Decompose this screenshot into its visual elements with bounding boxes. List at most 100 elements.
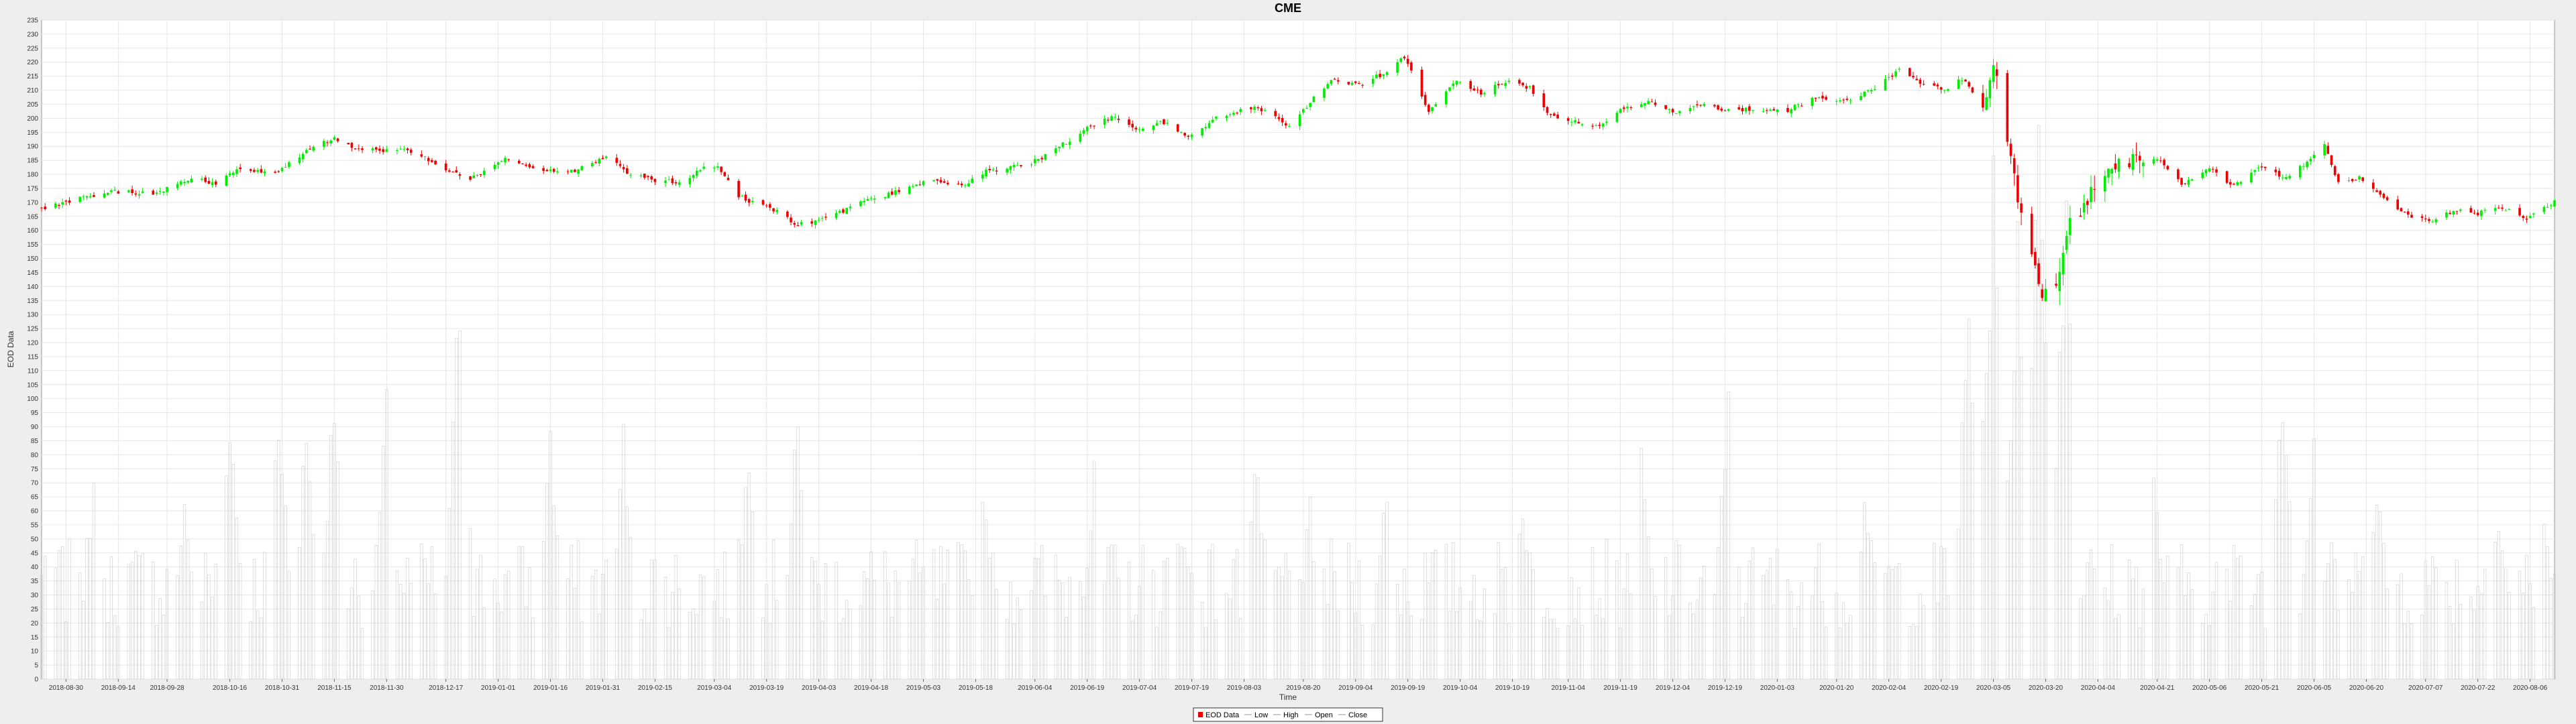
candle-body <box>912 186 914 187</box>
volume-bar <box>552 505 555 680</box>
volume-bar <box>863 571 866 680</box>
volume-bar <box>517 546 521 680</box>
candle-body <box>835 213 838 219</box>
candle-body <box>863 200 865 202</box>
candle-body <box>629 175 632 176</box>
candle-body <box>643 173 646 178</box>
volume-bar <box>1309 496 1312 680</box>
volume-bar <box>1106 546 1110 680</box>
candle-body <box>1428 105 1430 112</box>
volume-bar <box>2396 584 2400 680</box>
y-tick-label: 155 <box>27 241 38 249</box>
candle-body <box>2065 236 2068 250</box>
volume-bar <box>162 615 165 680</box>
volume-bar <box>260 617 263 680</box>
volume-bar <box>85 538 89 680</box>
candle-body <box>448 170 451 172</box>
candle-body <box>1354 81 1357 83</box>
plot-area <box>41 19 2555 680</box>
x-tick-label: 2020-04-21 <box>2140 684 2175 692</box>
volume-bar <box>1500 569 1504 680</box>
volume-bar <box>2162 583 2166 680</box>
candle-body <box>1939 87 1943 90</box>
candle-body <box>2204 170 2208 174</box>
candle-body <box>2030 213 2033 255</box>
volume-bar <box>2204 613 2208 680</box>
candle-body <box>1982 93 1984 108</box>
candle-body <box>1912 76 1915 78</box>
volume-bar <box>995 589 998 680</box>
legend-item-close: Close <box>1348 711 1367 719</box>
volume-bar <box>503 574 507 680</box>
candle-body <box>2225 171 2229 183</box>
volume-bar <box>796 426 800 680</box>
volume-bar <box>1298 579 1301 680</box>
candle-body <box>2285 177 2288 179</box>
candle-body <box>214 181 217 185</box>
volume-bar <box>2288 501 2292 680</box>
volume-bar <box>2400 573 2403 680</box>
volume-bar <box>1312 561 1316 680</box>
volume-bar <box>287 570 291 680</box>
volume-bar <box>1006 619 1009 680</box>
candle-body <box>396 150 398 152</box>
candle-body <box>1605 121 1608 123</box>
candle-body <box>1518 80 1521 84</box>
candle-body <box>1650 101 1654 103</box>
volume-bar <box>1911 623 1915 680</box>
volume-bar <box>914 540 918 680</box>
y-tick-label: 70 <box>31 480 39 487</box>
volume-bar <box>1549 619 1552 680</box>
volume-bar <box>1208 549 1211 680</box>
volume-bar <box>2277 440 2281 680</box>
candle-body <box>580 166 584 171</box>
candle-body <box>1012 165 1016 168</box>
candle-body <box>2379 190 2382 195</box>
y-tick-label: 135 <box>27 298 38 305</box>
x-tick-label: 2019-01-01 <box>481 684 516 692</box>
candle-body <box>2006 73 2009 142</box>
volume-bar <box>1692 613 1695 680</box>
volume-bar <box>1716 546 1720 680</box>
volume-bar <box>1239 618 1242 680</box>
candle-body <box>78 196 81 202</box>
volume-bar <box>2054 468 2058 680</box>
candle-body <box>1894 71 1897 77</box>
candle-body <box>1009 166 1012 170</box>
volume-bar <box>427 583 430 680</box>
candle-body <box>2017 175 2019 202</box>
volume-bar <box>2019 356 2023 680</box>
volume-bar <box>859 605 863 680</box>
x-tick-label: 2020-02-04 <box>1872 684 1907 692</box>
volume-bar <box>991 552 995 680</box>
candle-body <box>190 178 193 183</box>
candle-body <box>866 198 869 201</box>
x-tick-label: 2020-03-05 <box>1976 684 2011 692</box>
volume-bar <box>580 621 584 680</box>
volume-bar <box>2385 588 2389 680</box>
volume-bar <box>1493 613 1497 680</box>
candle-body <box>647 176 649 178</box>
x-tick-label: 2020-03-20 <box>2029 684 2063 692</box>
y-tick-label: 200 <box>27 115 38 123</box>
candle-body <box>859 201 862 206</box>
candle-body <box>1183 133 1186 136</box>
volume-bar <box>207 574 211 680</box>
y-tick-label: 105 <box>27 381 38 389</box>
volume-bar <box>1382 513 1385 680</box>
volume-bar <box>939 546 943 680</box>
candle-body <box>1849 100 1852 101</box>
candle-body <box>1204 127 1208 129</box>
candle-body <box>406 148 409 151</box>
candle-body <box>58 204 60 206</box>
candle-body <box>1497 84 1500 86</box>
volume-bar <box>1720 496 1723 680</box>
x-tick-label: 2019-01-16 <box>533 684 568 692</box>
candle-body <box>1692 106 1695 107</box>
volume-bar <box>1845 623 1849 680</box>
candle-body <box>2082 202 2086 213</box>
volume-bar <box>2249 605 2253 680</box>
candle-body <box>1176 124 1179 132</box>
x-tick-label: 2018-10-16 <box>213 684 248 692</box>
volume-bar <box>2347 579 2351 680</box>
